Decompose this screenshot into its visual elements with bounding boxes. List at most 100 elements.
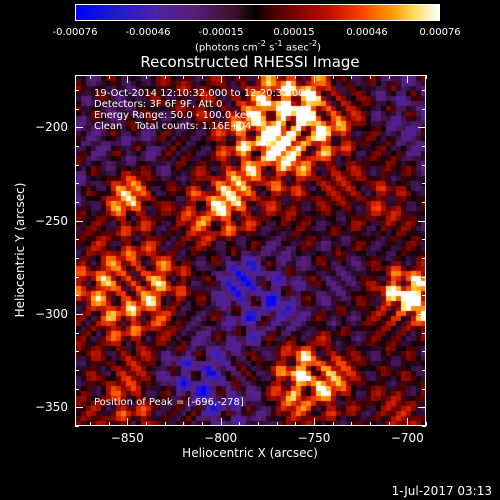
- tick-mark: [276, 422, 278, 426]
- colorbar-tick-label: -0.00015: [198, 27, 244, 38]
- tick-mark: [75, 351, 79, 353]
- plot-area: 19-Oct-2014 12:10:32.000 to 12:20:32.000…: [75, 75, 426, 426]
- x-tick-label: −750: [297, 431, 331, 445]
- tick-mark: [388, 422, 390, 426]
- heatmap-image: [76, 76, 425, 425]
- y-tick-label: −250: [35, 213, 68, 228]
- tick-mark: [127, 418, 129, 426]
- tick-mark: [332, 422, 334, 426]
- tick-mark: [75, 276, 79, 278]
- tick-mark: [201, 75, 203, 79]
- x-tick-label: −700: [390, 431, 424, 445]
- tick-mark: [422, 388, 426, 390]
- tick-mark: [75, 332, 79, 334]
- tick-mark: [164, 422, 166, 426]
- x-tick-label: −850: [110, 431, 144, 445]
- tick-mark: [75, 426, 79, 427]
- tick-mark: [295, 422, 297, 426]
- tick-mark: [75, 108, 79, 110]
- detectors-annotation: Detectors: 3F 6F 9F, Att 0: [94, 99, 223, 110]
- tick-mark: [183, 422, 185, 426]
- colorbar-tick-label: 0.00046: [346, 27, 388, 38]
- y-tick-label: −350: [35, 400, 68, 415]
- tick-mark: [407, 418, 409, 426]
- tick-mark: [75, 407, 83, 409]
- tick-mark: [369, 75, 371, 79]
- tick-mark: [75, 127, 83, 129]
- tick-mark: [418, 127, 426, 129]
- colorbar: [75, 4, 440, 21]
- tick-mark: [276, 75, 278, 79]
- tick-mark: [422, 183, 426, 185]
- tick-mark: [313, 75, 315, 83]
- tick-mark: [422, 164, 426, 166]
- tick-mark: [422, 369, 426, 371]
- energy-annotation: Energy Range: 50.0 - 100.0 keV: [94, 110, 253, 121]
- time-range-annotation: 19-Oct-2014 12:10:32.000 to 12:20:32.000: [94, 88, 311, 99]
- tick-mark: [422, 426, 426, 427]
- tick-mark: [239, 75, 241, 79]
- tick-mark: [75, 164, 79, 166]
- tick-mark: [75, 145, 79, 147]
- colorbar-tick-label: 0.00076: [419, 27, 461, 38]
- colorbar-tick-label: -0.00076: [52, 27, 98, 38]
- tick-mark: [108, 75, 110, 79]
- colorbar-units: (photons cm-2 s-1 asec-2): [194, 38, 322, 54]
- colorbar-tick-label: -0.00046: [125, 27, 171, 38]
- tick-mark: [388, 75, 390, 79]
- tick-mark: [164, 75, 166, 79]
- tick-mark: [89, 75, 91, 79]
- tick-mark: [422, 145, 426, 147]
- tick-mark: [351, 422, 353, 426]
- tick-mark: [422, 89, 426, 91]
- tick-mark: [75, 220, 83, 222]
- tick-mark: [75, 295, 79, 297]
- y-axis-label: Heliocentric Y (arcsec): [13, 182, 27, 318]
- tick-mark: [418, 313, 426, 315]
- plot-date: 1-Jul-2017 03:13: [391, 484, 492, 498]
- tick-mark: [422, 239, 426, 241]
- tick-mark: [183, 75, 185, 79]
- tick-mark: [89, 422, 91, 426]
- tick-mark: [75, 183, 79, 185]
- tick-mark: [75, 201, 79, 203]
- tick-mark: [108, 422, 110, 426]
- x-tick-label: −800: [204, 431, 238, 445]
- tick-mark: [407, 75, 409, 83]
- tick-mark: [422, 351, 426, 353]
- tick-mark: [369, 422, 371, 426]
- tick-mark: [295, 75, 297, 79]
- tick-mark: [422, 276, 426, 278]
- tick-mark: [257, 75, 259, 79]
- clean-annotation: Clean Total counts: 1.16E+04: [94, 121, 252, 132]
- x-axis-label: Heliocentric X (arcsec): [182, 446, 318, 460]
- peak-annotation: Position of Peak = [-696,-278]: [94, 397, 244, 408]
- tick-mark: [351, 75, 353, 79]
- tick-mark: [75, 388, 79, 390]
- tick-mark: [145, 422, 147, 426]
- tick-mark: [220, 75, 222, 83]
- chart-title: Reconstructed RHESSI Image: [140, 53, 360, 71]
- tick-mark: [422, 295, 426, 297]
- tick-mark: [422, 332, 426, 334]
- tick-mark: [75, 257, 79, 259]
- tick-mark: [257, 422, 259, 426]
- tick-mark: [418, 220, 426, 222]
- tick-mark: [75, 313, 83, 315]
- tick-mark: [220, 418, 222, 426]
- tick-mark: [239, 422, 241, 426]
- tick-mark: [75, 89, 79, 91]
- tick-mark: [418, 407, 426, 409]
- tick-mark: [426, 422, 427, 426]
- tick-mark: [145, 75, 147, 79]
- y-tick-label: −200: [35, 120, 68, 135]
- tick-mark: [201, 422, 203, 426]
- colorbar-tick-label: 0.00015: [273, 27, 315, 38]
- tick-mark: [426, 75, 427, 79]
- tick-mark: [422, 108, 426, 110]
- tick-mark: [127, 75, 129, 83]
- y-tick-label: −300: [35, 306, 68, 321]
- tick-mark: [332, 75, 334, 79]
- tick-mark: [313, 418, 315, 426]
- tick-mark: [75, 369, 79, 371]
